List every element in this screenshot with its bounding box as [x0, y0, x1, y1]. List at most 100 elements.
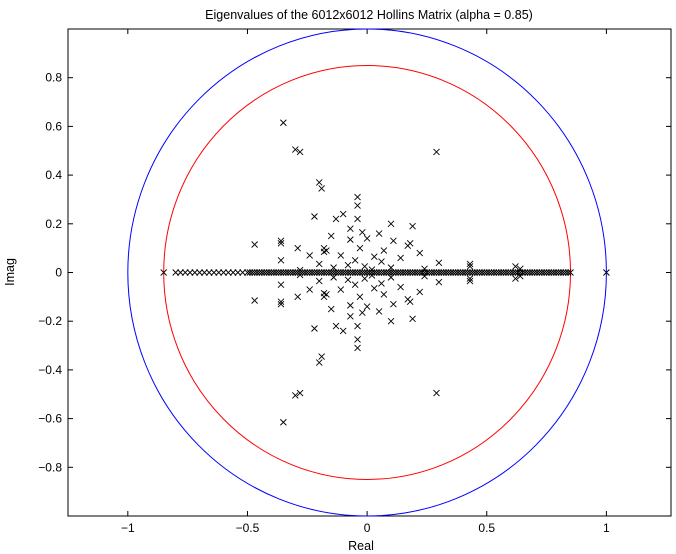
eigenvalue-point-complex	[339, 210, 347, 218]
eigenvalue-point-complex	[375, 308, 383, 315]
eigenvalue-point-real	[502, 269, 510, 276]
eigenvalue-point-complex	[409, 222, 416, 230]
eigenvalue-point-real	[409, 269, 416, 276]
eigenvalue-point-real	[536, 269, 543, 276]
eigenvalue-point-complex	[361, 275, 369, 282]
eigenvalue-point-complex	[344, 276, 352, 284]
eigenvalue-point-real	[205, 269, 213, 276]
eigenvalue-point-real	[519, 269, 526, 276]
eigenvalue-point-real	[359, 269, 366, 276]
eigenvalue-point-real	[277, 269, 285, 276]
eigenvalue-point-real	[548, 269, 555, 276]
eigenvalue-point-complex	[277, 300, 285, 308]
eigenvalue-point-real	[442, 269, 450, 276]
eigenvalue-point-complex	[330, 274, 337, 281]
eigenvalue-point-complex	[294, 293, 302, 301]
y-tick-label: 0.4	[45, 168, 62, 182]
eigenvalue-point-complex	[337, 286, 345, 293]
eigenvalue-point-complex	[315, 179, 323, 186]
eigenvalue-point-real	[414, 269, 421, 276]
eigenvalue-point-real	[603, 269, 610, 276]
eigenvalue-point-complex	[354, 336, 361, 343]
eigenvalue-point-real	[301, 269, 309, 276]
eigenvalue-point-complex	[370, 285, 378, 292]
eigenvalue-point-real	[433, 269, 440, 276]
eigenvalue-point-complex	[397, 283, 404, 291]
eigenvalue-point-real	[160, 269, 168, 276]
eigenvalue-point-complex	[306, 252, 313, 259]
eigenvalue-point-real	[528, 269, 536, 276]
eigenvalue-point-real	[315, 269, 323, 276]
eigenvalue-point-real	[435, 269, 443, 276]
eigenvalue-point-complex	[332, 215, 340, 223]
eigenvalue-point-complex	[416, 249, 424, 257]
x-tick-label: 0.5	[478, 521, 495, 535]
eigenvalue-point-complex	[466, 275, 474, 282]
eigenvalue-point-complex	[378, 280, 385, 287]
eigenvalue-point-real	[244, 269, 251, 276]
eigenvalue-point-real	[330, 269, 337, 276]
eigenvalue-point-complex	[296, 389, 304, 397]
eigenvalue-point-complex	[380, 291, 388, 298]
eigenvalue-point-real	[287, 269, 294, 276]
eigenvalue-point-complex	[318, 353, 325, 360]
eigenvalue-point-real	[210, 269, 218, 276]
y-tick-label: −0.4	[38, 363, 62, 377]
eigenvalue-point-real	[378, 269, 385, 276]
eigenvalue-point-complex	[409, 315, 416, 323]
eigenvalue-point-complex	[433, 389, 440, 397]
eigenvalue-point-complex	[361, 263, 369, 270]
eigenvalue-point-complex	[296, 148, 304, 156]
eigenvalue-point-real	[485, 269, 493, 276]
eigenvalue-point-real	[292, 269, 299, 276]
eigenvalue-point-real	[344, 269, 352, 276]
eigenvalue-point-real	[562, 269, 570, 276]
eigenvalue-point-real	[323, 269, 330, 276]
eigenvalue-point-complex	[347, 313, 354, 320]
eigenvalue-point-complex	[363, 235, 371, 242]
eigenvalue-point-real	[512, 269, 519, 276]
eigenvalue-point-real	[215, 269, 223, 276]
eigenvalue-point-real	[380, 269, 388, 276]
eigenvalue-point-real	[318, 269, 325, 276]
eigenvalue-point-real	[289, 269, 297, 276]
eigenvalue-point-real	[430, 269, 438, 276]
eigenvalue-point-complex	[277, 237, 285, 245]
eigenvalue-point-real	[256, 269, 263, 276]
eigenvalue-point-real	[347, 269, 354, 276]
eigenvalue-point-real	[280, 269, 287, 276]
eigenvalue-point-complex	[354, 193, 361, 201]
eigenvalue-point-real	[253, 269, 261, 276]
eigenvalue-point-real	[196, 269, 203, 276]
eigenvalue-point-real	[521, 269, 529, 276]
eigenvalue-point-real	[464, 269, 471, 276]
y-tick-label: 0.8	[45, 71, 62, 85]
eigenvalue-point-real	[490, 269, 498, 276]
eigenvalue-point-complex	[320, 289, 328, 297]
eigenvalue-point-real	[557, 269, 565, 276]
eigenvalue-point-complex	[315, 359, 323, 366]
eigenvalue-point-real	[258, 269, 266, 276]
eigenvalue-point-real	[545, 269, 553, 276]
eigenvalue-point-complex	[359, 309, 366, 316]
eigenvalue-point-real	[454, 269, 462, 276]
eigenvalue-point-real	[402, 269, 409, 276]
eigenvalue-point-complex	[368, 266, 376, 273]
eigenvalue-point-real	[181, 269, 189, 276]
eigenvalue-point-real	[201, 269, 208, 276]
eigenvalue-point-real	[428, 269, 436, 276]
eigenvalue-point-complex	[251, 241, 258, 248]
eigenvalue-point-real	[514, 269, 522, 276]
eigenvalue-point-real	[275, 269, 282, 276]
eigenvalue-point-real	[497, 269, 505, 276]
eigenvalue-point-real	[320, 269, 328, 276]
x-tick-label: 1	[603, 521, 610, 535]
eigenvalue-point-real	[555, 269, 562, 276]
eigenvalue-point-complex	[380, 247, 388, 254]
eigenvalue-point-complex	[292, 392, 299, 399]
eigenvalue-point-real	[488, 269, 495, 276]
eigenvalue-point-complex	[516, 272, 524, 280]
eigenvalue-point-real	[356, 269, 364, 276]
eigenvalue-point-complex	[337, 252, 345, 259]
